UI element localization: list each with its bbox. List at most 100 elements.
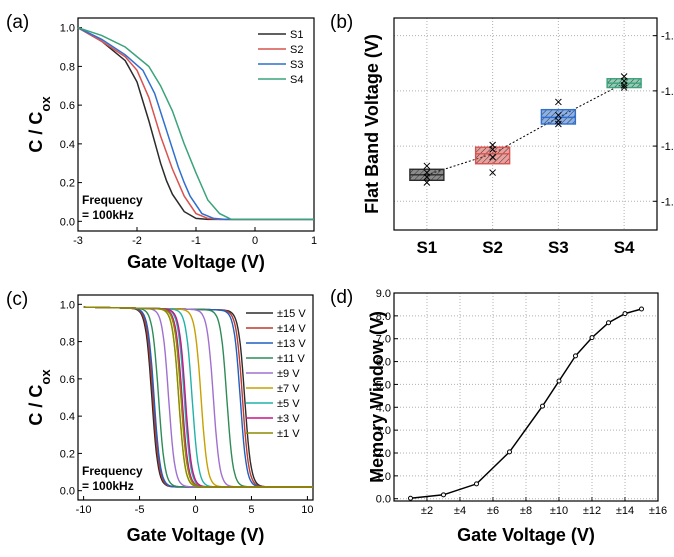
a-legend-label: S1 [290,29,303,41]
c-legend-label: ±14 V [277,323,306,335]
c-xtick-label: -10 [76,504,92,516]
d-series-line [410,308,642,500]
a-xtick-label: -1 [191,235,201,247]
a-ylabel: C / Cox [26,96,53,153]
d-point [556,378,562,384]
b-point [555,98,562,106]
c-legend-label: ±1 V [277,428,300,440]
b-point [423,162,431,170]
c-ytick-label: 0.2 [60,448,75,460]
a-legend-label: S4 [290,74,303,86]
a-ytick-label: 0.6 [60,100,75,112]
c-legend-label: ±5 V [277,398,300,410]
d-point [540,403,545,409]
d-point [622,311,628,317]
c-ytick-label: 1.0 [60,299,75,311]
c-legend-label: ±15 V [277,308,306,320]
c-xtick-label: 10 [301,504,313,516]
b-ylabel: Flat Band Voltage (V) [362,34,382,214]
d-point [474,481,479,487]
b-ytick-label: -1.25 [661,86,674,98]
d-ylabel: Memory Window (V) [367,311,387,483]
b-point [489,153,496,161]
b-point [423,179,431,186]
b-category-label: S2 [482,238,503,257]
d-ytick-label: 1.0 [376,471,391,483]
d-ytick-label: 4.0 [376,402,391,414]
c-ylabel-sub: ox [38,369,53,385]
b-ytick-label: -1.75 [661,196,674,208]
b-ytick-label: -1.50 [661,141,674,153]
b-box [474,146,511,165]
c-legend-label: ±3 V [277,413,300,425]
d-xtick-label: ±16 [649,505,667,517]
d-xtick-label: ±8 [520,505,532,517]
panel-label-b: (b) [330,12,353,33]
b-category-label: S1 [416,238,437,257]
c-ylabel: C / Cox [26,369,53,426]
d-point [589,335,595,341]
a-ytick-label: 1.0 [60,23,75,35]
d-ytick-label: 7.0 [376,334,391,346]
a-xlabel: Gate Voltage (V) [127,252,265,272]
b-category-label: S3 [548,238,569,257]
d-ylabel-main: Memory Window (V) [367,311,387,483]
d-xtick-label: ±4 [454,505,466,517]
d-xtick-label: ±6 [487,505,499,517]
b-point [489,146,496,153]
b-mean-line [426,82,625,176]
d-ytick-label: 3.0 [376,425,391,437]
b-ylabel-main: Flat Band Voltage (V) [362,34,382,214]
a-series-line [77,27,314,221]
c-series-line [83,306,313,488]
a-ytick-label: 0.0 [60,216,75,228]
panel-label-d: (d) [330,287,353,308]
c-legend-label: ±13 V [277,338,306,350]
a-xtick-label: 0 [252,235,258,247]
b-point [620,84,628,91]
d-xtick-label: ±2 [421,505,433,517]
d-ytick-label: 6.0 [376,357,391,369]
a-legend-label: S2 [290,44,303,56]
a-legend-label: S3 [290,59,303,71]
a-ytick-label: 0.4 [60,139,75,151]
d-point [408,495,413,501]
a-ylabel-main: C / C [26,112,46,153]
d-ytick-label: 9.0 [376,288,391,300]
b-point [489,169,496,176]
a-xtick-label: -2 [132,235,142,247]
a-ylabel-sub: ox [38,96,53,112]
a-annotation-line1: Frequency [82,193,143,207]
d-ytick-label: 5.0 [376,379,391,391]
c-ylabel-main: C / C [26,385,46,426]
d-xtick-label: ±12 [583,505,601,517]
panel-label-c: (c) [6,289,28,310]
a-annotation-line2: = 100kHz [82,208,134,222]
c-xtick-label: 5 [248,504,254,516]
b-point [555,120,562,128]
b-point [423,173,431,181]
d-ytick-label: 8.0 [376,311,391,323]
c-ytick-label: 0.6 [60,374,75,386]
a-xtick-label: 1 [311,235,317,247]
panel-label-a: (a) [6,12,29,33]
c-xtick-label: 0 [192,504,198,516]
a-ytick-label: 0.2 [60,178,75,190]
c-xtick-label: -5 [135,504,145,516]
c-annotation-line2: = 100kHz [82,479,134,493]
panel-d-frame [393,292,659,502]
c-ytick-label: 0.8 [60,337,75,349]
b-ytick-label: -1.00 [661,31,674,43]
d-xtick-label: ±10 [550,505,568,517]
d-point [441,492,446,498]
d-ytick-label: 0.0 [376,494,391,506]
d-ytick-label: 2.0 [376,448,391,460]
b-point [555,111,562,119]
d-point [573,353,578,359]
d-point [606,320,611,326]
d-point [507,449,512,455]
a-ytick-label: 0.8 [60,61,75,73]
b-point [620,82,628,89]
c-legend-label: ±7 V [277,383,300,395]
